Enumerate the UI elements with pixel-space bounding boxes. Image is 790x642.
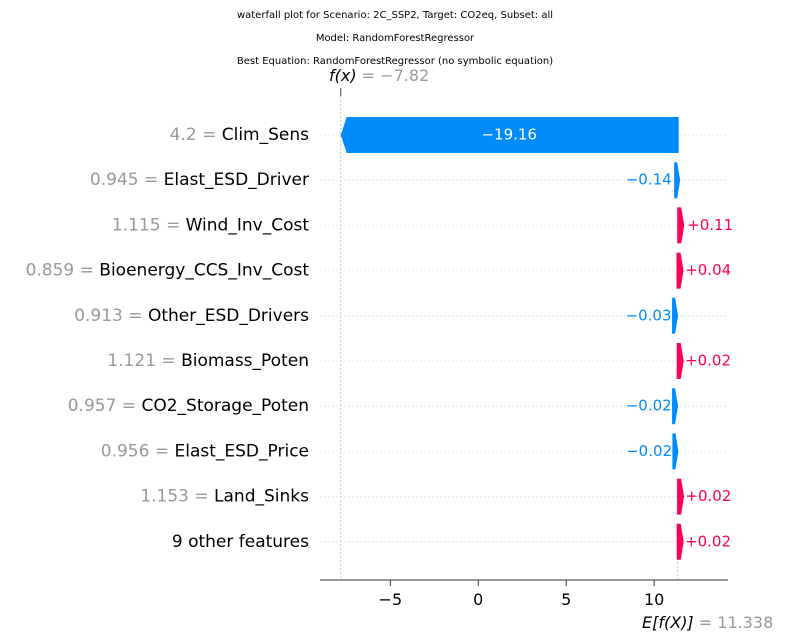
chart-title-line-2: Model: RandomForestRegressor xyxy=(315,33,475,44)
feature-label: 1.121 = Biomass_Poten xyxy=(107,351,309,371)
fx-annotation: f(x) = −7.82 xyxy=(329,66,429,85)
feature-value: 1.153 = xyxy=(140,487,214,507)
waterfall-bar xyxy=(340,117,679,153)
feature-value: 0.945 = xyxy=(90,170,164,190)
feature-value: 1.115 = xyxy=(112,215,186,235)
bar-value-label: −0.02 xyxy=(626,397,672,415)
efx-value: = 11.338 xyxy=(699,613,773,632)
chart-title-line-3: Best Equation: RandomForestRegressor (no… xyxy=(236,56,554,67)
bars-layer: −19.16 −0.14 +0.11 +0.04 −0.03 +0.02 −0.02 −0.0… xyxy=(340,117,733,560)
feature-label: 0.945 = Elast_ESD_Driver xyxy=(90,170,309,190)
bar-value-label: +0.02 xyxy=(685,532,731,550)
fx-symbol: f(x) xyxy=(329,66,362,85)
feature-value: 0.957 = xyxy=(68,396,142,416)
feature-label: 9 other features xyxy=(172,532,309,552)
feature-label: 0.859 = Bioenergy_CCS_Inv_Cost xyxy=(26,261,310,281)
feature-value: 0.956 = xyxy=(101,441,175,461)
bar-value-label: +0.04 xyxy=(685,261,731,279)
feature-label: 0.956 = Elast_ESD_Price xyxy=(101,441,309,461)
waterfall-bar xyxy=(676,523,684,560)
chart-title-line-1: waterfall plot for Scenario: 2C_SSP2, Ta… xyxy=(236,10,554,21)
feature-name: Other_ESD_Drivers xyxy=(148,306,309,326)
feature-name: Biomass_Poten xyxy=(181,351,309,371)
feature-name: Elast_ESD_Price xyxy=(175,441,310,461)
bar-value-label: −0.02 xyxy=(626,442,672,460)
feature-value: 0.859 = xyxy=(26,261,100,281)
grid-layer xyxy=(320,134,728,543)
bar-value-label: −19.16 xyxy=(481,126,537,144)
feature-name: Clim_Sens xyxy=(222,125,309,145)
x-axis: −5 0 5 10 xyxy=(320,579,728,609)
feature-name: 9 other features xyxy=(172,532,309,552)
efx-symbol: E[f(X)] xyxy=(642,613,699,632)
waterfall-bar xyxy=(677,207,685,244)
bar-value-label: +0.02 xyxy=(685,487,731,505)
feature-name: Wind_Inv_Cost xyxy=(186,215,310,235)
bar-value-label: +0.02 xyxy=(685,352,731,370)
reference-lines xyxy=(340,88,679,580)
feature-value: 4.2 = xyxy=(170,125,222,145)
feature-value: 0.913 = xyxy=(74,306,148,326)
fx-value: = −7.82 xyxy=(362,66,430,85)
feature-name: Land_Sinks xyxy=(214,487,309,507)
waterfall-bar xyxy=(676,252,684,289)
expected-value-annotation: E[f(X)] = 11.338 xyxy=(642,613,773,632)
feature-labels-layer: 4.2 = Clim_Sens 0.945 = Elast_ESD_Driver 1… xyxy=(26,125,310,552)
feature-name: Bioenergy_CCS_Inv_Cost xyxy=(99,261,309,281)
bar-value-label: −0.14 xyxy=(626,171,672,189)
waterfall-bar xyxy=(672,433,679,470)
feature-label: 0.913 = Other_ESD_Drivers xyxy=(74,306,309,326)
feature-name: Elast_ESD_Driver xyxy=(164,170,309,190)
x-tick-label: −5 xyxy=(379,590,403,609)
bar-value-label: −0.03 xyxy=(626,306,672,324)
x-tick-label: 10 xyxy=(644,590,664,609)
waterfall-bar xyxy=(672,388,679,425)
feature-name: CO2_Storage_Poten xyxy=(141,396,309,416)
x-tick-label: 5 xyxy=(561,590,571,609)
feature-label: 4.2 = Clim_Sens xyxy=(170,125,309,145)
waterfall-bar xyxy=(676,343,684,379)
feature-label: 0.957 = CO2_Storage_Poten xyxy=(68,396,309,416)
waterfall-bar xyxy=(672,297,679,334)
waterfall-bar xyxy=(677,478,685,515)
feature-label: 1.115 = Wind_Inv_Cost xyxy=(112,215,309,235)
feature-value: 1.121 = xyxy=(107,351,181,371)
waterfall-bar xyxy=(674,162,681,199)
bar-value-label: +0.11 xyxy=(687,216,733,234)
x-tick-label: 0 xyxy=(473,590,483,609)
feature-label: 1.153 = Land_Sinks xyxy=(140,487,309,507)
